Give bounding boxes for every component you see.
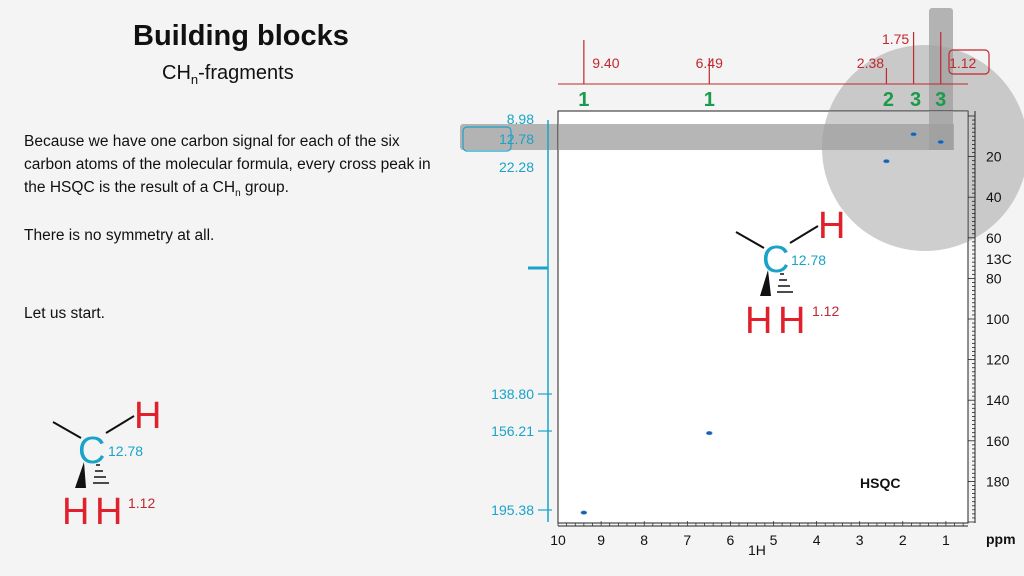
integral-label: 2 — [883, 89, 894, 111]
h-bottom-2-small: H — [95, 491, 122, 533]
bond-h-top — [105, 415, 135, 434]
chart-title: HSQC — [860, 475, 900, 491]
x-tick-label: 8 — [640, 532, 648, 548]
x-tick-label: 1 — [942, 532, 950, 548]
subtitle-ch: CH — [162, 62, 191, 84]
wedge-bond — [75, 462, 86, 488]
carbon-shift-label: 195.38 — [491, 502, 534, 518]
h-top-large: H — [818, 205, 845, 247]
proton-spectrum — [583, 32, 942, 84]
carbon-large: C — [762, 239, 789, 281]
integral-label: 3 — [910, 89, 921, 111]
integral-label: 1 — [704, 89, 715, 111]
highlight-proton-box — [948, 49, 990, 75]
y-tick-label: 60 — [986, 230, 1002, 246]
x-tick-label: 6 — [727, 532, 735, 548]
carbon-shift-labels: 8.98 12.78 22.28 138.80 156.21 195.38 — [491, 111, 552, 518]
y-tick-label: 20 — [986, 149, 1002, 165]
y-tick-label: 160 — [986, 433, 1010, 449]
hash-bond — [777, 273, 793, 293]
proton-shift-label: 9.40 — [592, 55, 619, 71]
paragraph-symmetry: There is no symmetry at all. — [24, 227, 215, 244]
carbon-shift-label: 138.80 — [491, 386, 534, 402]
integral-label: 1 — [578, 89, 589, 111]
slide-title: Building blocks — [133, 20, 349, 52]
proton-shift-label: 1.75 — [882, 31, 909, 47]
y-tick-label: 100 — [986, 311, 1010, 327]
proton-shift-label: 1.12 — [949, 55, 976, 71]
proton-shift-label: 6.49 — [696, 55, 723, 71]
proton-axis-ticks: 10 9 8 7 6 5 4 3 2 1 — [550, 521, 964, 548]
carbon-shift-label: 22.28 — [499, 159, 534, 175]
h-bottom-1-large: H — [745, 300, 772, 342]
cross-peak — [937, 139, 945, 145]
wedge-bond — [760, 270, 771, 296]
subtitle-sub: n — [190, 72, 199, 87]
x-tick-label: 10 — [550, 532, 566, 548]
hash-bond — [93, 464, 109, 484]
h-shift-large: 1.12 — [812, 303, 839, 319]
h-shift-small: 1.12 — [128, 495, 155, 511]
carbon-shift-small: 12.78 — [108, 443, 143, 459]
x-tick-label: 9 — [597, 532, 605, 548]
x-tick-label: 4 — [813, 532, 821, 548]
paragraph1-text: Because we have one carbon signal for ea… — [24, 133, 431, 196]
highlight-carbon-box — [462, 126, 512, 152]
carbon-small: C — [78, 430, 105, 472]
h-bottom-2-large: H — [778, 300, 805, 342]
x-tick-label: 2 — [899, 532, 907, 548]
bond-left — [735, 231, 765, 249]
plot-highlight-overlay — [558, 111, 968, 251]
x-tick-label: 5 — [770, 532, 778, 548]
x-tick-label: 3 — [856, 532, 864, 548]
hsqc-cross-peaks — [580, 132, 945, 515]
y-tick-label: 120 — [986, 352, 1010, 368]
y-tick-label: 180 — [986, 473, 1010, 489]
proton-shift-labels: 9.40 6.49 2.38 1.75 1.12 — [592, 31, 976, 71]
carbon-shift-label: 8.98 — [507, 111, 534, 127]
proton-shift-label: 2.38 — [857, 55, 884, 71]
subtitle-rest: -fragments — [198, 62, 294, 84]
y-tick-label: 80 — [986, 270, 1002, 286]
y-tick-label: 140 — [986, 392, 1010, 408]
y-tick-label: 40 — [986, 189, 1002, 205]
cross-peak — [580, 510, 588, 515]
paragraph1-end: group. — [240, 179, 289, 196]
paragraph-start: Let us start. — [24, 305, 105, 322]
carbon-shift-label: 12.78 — [499, 131, 534, 147]
x-axis-label: 1H — [748, 542, 766, 558]
paragraph-carbon-signals: Because we have one carbon signal for ea… — [24, 130, 444, 205]
cross-peak — [705, 431, 713, 436]
cross-peak — [910, 132, 917, 137]
y-axis-label: 13C — [986, 251, 1012, 267]
carbon-axis-ticks: 20 40 60 80 100 120 140 160 180 — [968, 115, 1010, 523]
h-bottom-1-small: H — [62, 491, 89, 533]
x-unit-label: ppm — [986, 531, 1016, 547]
methyl-fragment-large: H C 12.78 H H 1.12 — [735, 205, 845, 342]
integral-label: 3 — [935, 89, 946, 111]
carbon-shift-label: 156.21 — [491, 423, 534, 439]
carbon-shift-large: 12.78 — [791, 252, 826, 268]
x-tick-label: 7 — [683, 532, 691, 548]
methyl-fragment-small: H C 12.78 H H 1.12 — [52, 395, 161, 533]
bond-left — [52, 421, 82, 439]
cross-peak — [883, 159, 890, 164]
h-top-small: H — [134, 395, 161, 437]
slide-subtitle: CHn-fragments — [162, 62, 294, 87]
paragraph1-sub: n — [235, 188, 241, 200]
bond-h-top — [789, 225, 819, 244]
